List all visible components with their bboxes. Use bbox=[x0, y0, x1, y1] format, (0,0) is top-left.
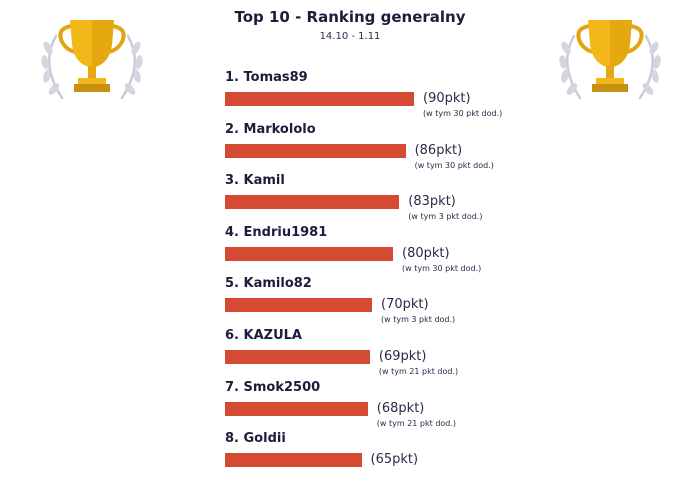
bonus-points-note: (w tym 30 pkt dod.) bbox=[414, 160, 494, 170]
player-name: 6. KAZULA bbox=[225, 328, 302, 343]
player-name: 3. Kamil bbox=[225, 173, 285, 189]
score-bar bbox=[225, 246, 393, 261]
date-range: 14.10 - 1.11 bbox=[319, 31, 381, 42]
score-bar bbox=[225, 350, 370, 364]
player-name: 8. Goldii bbox=[225, 431, 286, 447]
player-name: 7. Smok2500 bbox=[225, 379, 321, 395]
bonus-points-note: (w tym 21 pkt dod.) bbox=[378, 367, 459, 376]
page-title: Top 10 - Ranking generalny bbox=[234, 8, 466, 26]
points-label: (65pkt) bbox=[370, 452, 419, 468]
score-bar bbox=[225, 195, 400, 210]
bonus-points-note: (w tym 30 pkt dod.) bbox=[402, 263, 482, 273]
score-bar bbox=[225, 143, 406, 158]
points-label: (90pkt) bbox=[423, 91, 471, 106]
ranking-entry: 6. KAZULA (69pkt) (w tym 21 pkt dod.) bbox=[225, 328, 625, 380]
bonus-points-note: (w tym 30 pkt dod.) bbox=[423, 109, 503, 118]
score-bar bbox=[225, 401, 368, 416]
ranking-entry: 8. Goldii (65pkt) bbox=[225, 431, 625, 483]
player-name: 5. Kamilo82 bbox=[225, 276, 312, 292]
ranking-entry: 4. Endriu1981 (80pkt) (w tym 30 pkt dod.) bbox=[225, 225, 625, 277]
points-label: (86pkt) bbox=[414, 142, 463, 158]
bonus-points-note: (w tym 3 pkt dod.) bbox=[408, 212, 483, 222]
points-label: (69pkt) bbox=[378, 349, 427, 364]
ranking-entry: 3. Kamil (83pkt) (w tym 3 pkt dod.) bbox=[225, 173, 625, 225]
ranking-entry: 7. Smok2500 (68pkt) (w tym 21 pkt dod.) bbox=[225, 380, 625, 432]
points-label: (70pkt) bbox=[381, 297, 429, 313]
bonus-points-note: (w tym 21 pkt dod.) bbox=[376, 418, 457, 428]
score-bar bbox=[225, 453, 362, 468]
trophy-laurel-icon bbox=[559, 20, 661, 100]
points-label: (68pkt) bbox=[376, 400, 425, 416]
ranking-entry: 1. Tomas89 (90pkt) (w tym 30 pkt dod.) bbox=[225, 70, 625, 122]
player-name: 2. Markololo bbox=[225, 121, 316, 137]
bonus-points-note: (w tym 3 pkt dod.) bbox=[381, 315, 456, 325]
trophy-laurel-icon bbox=[41, 20, 143, 100]
ranking-entry: 2. Markololo (86pkt) (w tym 30 pkt dod.) bbox=[225, 122, 625, 174]
score-bar bbox=[225, 92, 414, 106]
points-label: (80pkt) bbox=[402, 245, 450, 261]
ranking-entry: 5. Kamilo82 (70pkt) (w tym 3 pkt dod.) bbox=[225, 276, 625, 328]
player-name: 4. Endriu1981 bbox=[225, 224, 328, 240]
points-label: (83pkt) bbox=[408, 194, 456, 210]
player-name: 1. Tomas89 bbox=[225, 70, 308, 85]
score-bar bbox=[225, 298, 372, 313]
